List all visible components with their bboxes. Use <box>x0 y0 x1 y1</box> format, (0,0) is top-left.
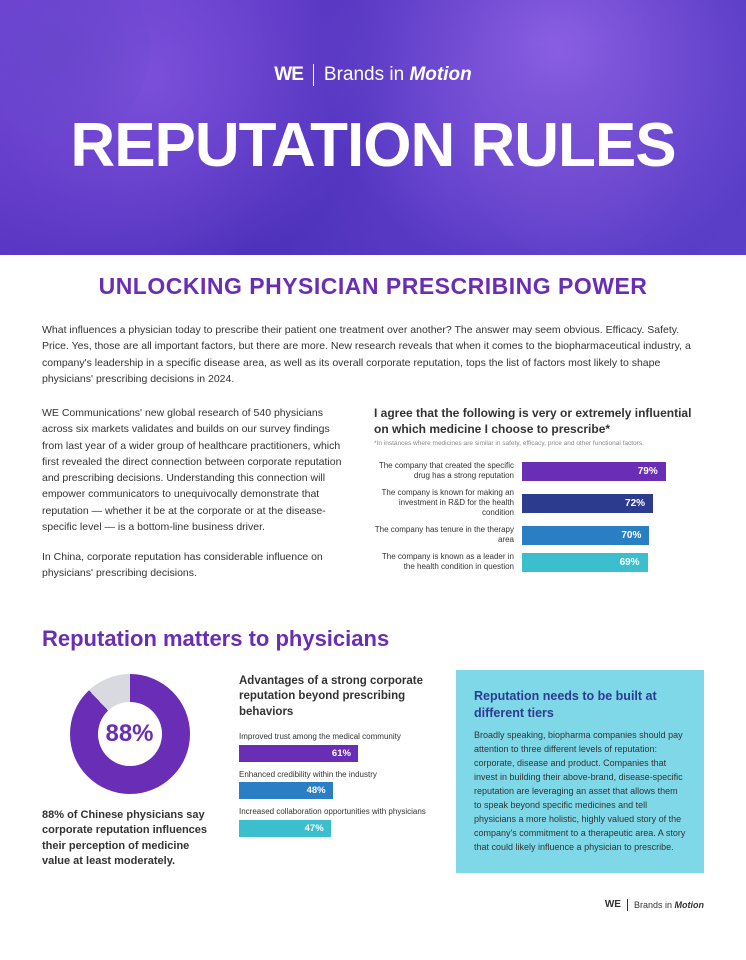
chart2-bar-track: 48% <box>239 782 434 799</box>
chart2-bar-label: Enhanced credibility within the industry <box>239 770 434 780</box>
brand-line: WE Brands in Motion <box>274 64 471 86</box>
chart1-bar-track: 69% <box>522 553 704 572</box>
footer-we-logo: WE <box>605 899 621 910</box>
chart2-bar-label: Improved trust among the medical communi… <box>239 732 434 742</box>
chart1-title: I agree that the following is very or ex… <box>374 405 704 437</box>
chart1-bar-label: The company has tenure in the therapy ar… <box>374 525 514 545</box>
callout-column: Reputation needs to be built at differen… <box>456 674 704 873</box>
three-column-row: 88% 88% of Chinese physicians say corpor… <box>42 674 704 873</box>
donut-chart: 88% <box>70 674 190 794</box>
body-para-1: WE Communications' new global research o… <box>42 405 342 535</box>
chart2-bar-fill: 48% <box>239 782 333 799</box>
chart2-bar-label: Increased collaboration opportunities wi… <box>239 807 434 817</box>
callout-title: Reputation needs to be built at differen… <box>474 688 686 722</box>
chart1-column: I agree that the following is very or ex… <box>374 405 704 596</box>
chart1-bar-track: 72% <box>522 494 704 513</box>
chart1-bars: The company that created the specific dr… <box>374 461 704 572</box>
chart2-bar-track: 61% <box>239 745 434 762</box>
chart1-bar-fill: 70% <box>522 526 649 545</box>
chart1-bar-track: 79% <box>522 462 704 481</box>
chart1-bar-fill: 69% <box>522 553 648 572</box>
chart2-bar-row: Enhanced credibility within the industry… <box>239 770 434 800</box>
main-content: What influences a physician today to pre… <box>0 322 746 873</box>
chart1-bar-label: The company that created the specific dr… <box>374 461 514 481</box>
chart1-bar-label: The company is known as a leader in the … <box>374 552 514 572</box>
donut-wrap: 88% <box>42 674 217 794</box>
footer: WE Brands in Motion <box>0 873 746 933</box>
hero-title: REPUTATION RULES <box>70 110 675 181</box>
donut-caption: 88% of Chinese physicians say corporate … <box>42 808 217 870</box>
section2-title: Reputation matters to physicians <box>42 626 704 652</box>
chart1-footnote: *In instances where medicines are simila… <box>374 440 704 447</box>
chart2-bar-row: Increased collaboration opportunities wi… <box>239 807 434 837</box>
callout-box: Reputation needs to be built at differen… <box>456 670 704 873</box>
body-para-2: In China, corporate reputation has consi… <box>42 549 342 582</box>
hero-banner: WE Brands in Motion REPUTATION RULES <box>0 0 746 255</box>
donut-column: 88% 88% of Chinese physicians say corpor… <box>42 674 217 873</box>
two-column-row: WE Communications' new global research o… <box>42 405 704 596</box>
footer-divider <box>627 899 628 911</box>
chart1-bar-row: The company that created the specific dr… <box>374 461 704 481</box>
chart1-bar-fill: 79% <box>522 462 666 481</box>
donut-percent: 88% <box>105 720 153 748</box>
footer-brand-text: Brands in Motion <box>634 900 704 910</box>
chart2-bar-fill: 61% <box>239 745 358 762</box>
brand-we-logo: WE <box>274 64 303 86</box>
chart1-bar-fill: 72% <box>522 494 653 513</box>
chart1-bar-track: 70% <box>522 526 704 545</box>
body-column-left: WE Communications' new global research o… <box>42 405 342 596</box>
chart2-bar-fill: 47% <box>239 820 331 837</box>
chart1-bar-row: The company is known as a leader in the … <box>374 552 704 572</box>
chart1-bar-row: The company is known for making an inves… <box>374 488 704 518</box>
chart1-bar-row: The company has tenure in the therapy ar… <box>374 525 704 545</box>
page-subtitle: UNLOCKING PHYSICIAN PRESCRIBING POWER <box>0 255 746 322</box>
brand-text: Brands in Motion <box>324 64 472 86</box>
brand-divider <box>313 64 314 86</box>
chart2-bar-row: Improved trust among the medical communi… <box>239 732 434 762</box>
chart2-bars: Improved trust among the medical communi… <box>239 732 434 837</box>
callout-body: Broadly speaking, biopharma companies sh… <box>474 729 686 854</box>
chart2-column: Advantages of a strong corporate reputat… <box>239 674 434 873</box>
chart2-title: Advantages of a strong corporate reputat… <box>239 674 434 721</box>
intro-paragraph: What influences a physician today to pre… <box>42 322 704 387</box>
chart2-bar-track: 47% <box>239 820 434 837</box>
chart1-bar-label: The company is known for making an inves… <box>374 488 514 518</box>
